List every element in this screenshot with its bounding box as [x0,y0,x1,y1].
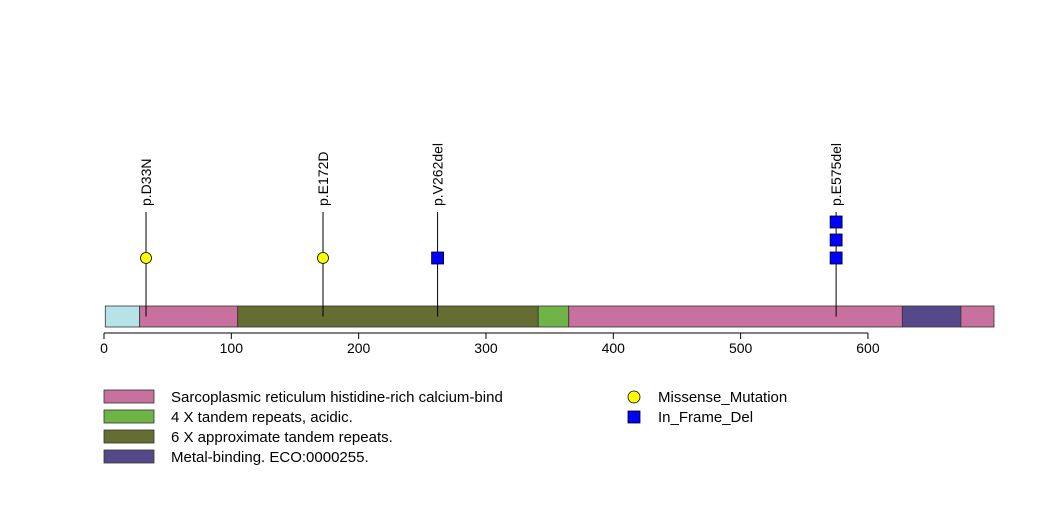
mutation-label-0: p.D33N [138,159,154,206]
mutation-marker-3-2 [829,215,843,229]
x-axis: 0 100 200 300 400 500 600 [100,332,880,356]
domain-segment-4 [568,305,903,328]
legend-domain-swatch-1 [103,409,155,424]
legend-domain-label-0: Sarcoplasmic reticulum histidine-rich ca… [171,389,503,406]
x-tick-label-0: 0 [100,340,108,356]
x-tick-label-500: 500 [729,340,753,356]
domain-segment-1 [139,305,239,328]
mutation-marker-3-0 [829,251,843,265]
domain-segment-2 [237,305,539,328]
x-tick-label-400: 400 [602,340,626,356]
legend-domain-swatch-3 [103,449,155,464]
domain-segment-6 [960,305,995,328]
legend-domain-label-3: Metal-binding. ECO:0000255. [171,449,369,466]
legend-mutation-label-0: Missense_Mutation [658,389,787,406]
mutation-marker-3-1 [829,233,843,247]
mutation-label-2: p.V262del [430,143,446,206]
mutation-marker-1-0 [317,252,329,264]
x-tick-label-200: 200 [347,340,371,356]
protein-domains [104,305,995,328]
domain-segment-0 [104,305,141,328]
mutation-label-1: p.E172D [315,152,331,206]
legend: Sarcoplasmic reticulum histidine-rich ca… [103,389,787,466]
mutation-marker-2-0 [431,251,444,265]
mutation-label-3: p.E575del [828,143,844,206]
x-tick-label-100: 100 [220,340,244,356]
mutation-lollipops: p.D33N p.E172D p.V262del p.E575del [138,143,844,317]
domain-segment-5 [901,305,962,328]
legend-domain-swatch-0 [103,389,155,404]
domain-segment-3 [537,305,570,328]
x-tick-label-600: 600 [856,340,880,356]
legend-domain-label-1: 4 X tandem repeats, acidic. [171,409,353,426]
legend-domain-swatch-2 [103,429,155,444]
legend-mutation-marker-0 [627,390,641,404]
legend-mutation-label-1: In_Frame_Del [658,409,753,426]
legend-mutation-marker-1 [627,410,641,424]
x-tick-label-300: 300 [474,340,498,356]
mutation-marker-0-0 [140,252,152,264]
legend-domain-label-2: 6 X approximate tandem repeats. [171,429,393,446]
